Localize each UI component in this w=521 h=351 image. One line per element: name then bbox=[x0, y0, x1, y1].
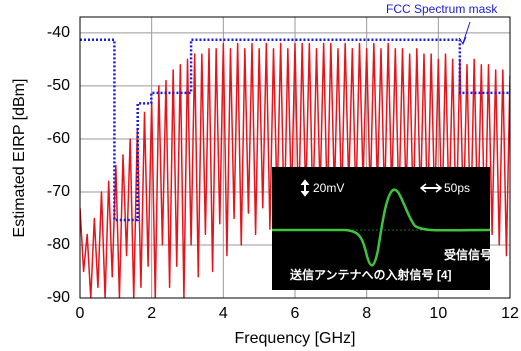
inset-label: 送信アンテナへの入射信号 [4] bbox=[289, 267, 452, 282]
y-tick-label: -50 bbox=[47, 77, 70, 94]
y-tick-label: -40 bbox=[47, 24, 70, 41]
x-tick-label: 4 bbox=[219, 305, 228, 322]
y-tick-label: -90 bbox=[47, 289, 70, 306]
x-tick-label: 0 bbox=[76, 305, 85, 322]
inset-label: 受信信号 bbox=[444, 247, 492, 262]
chart: Frequency [GHz] Estimated EIRP [dBm] FCC… bbox=[0, 0, 521, 351]
x-tick-label: 10 bbox=[429, 305, 447, 322]
y-tick-label: -60 bbox=[47, 130, 70, 147]
inset-label: 50ps bbox=[444, 181, 470, 195]
x-tick-label: 12 bbox=[501, 305, 519, 322]
inset: 20mV 50ps 受信信号 送信アンテナへの入射信号 [4] bbox=[272, 167, 492, 290]
y-tick-label: -70 bbox=[47, 183, 70, 200]
y-axis-title: Estimated EIRP [dBm] bbox=[11, 79, 28, 238]
x-tick-label: 6 bbox=[291, 305, 300, 322]
y-tick-label: -80 bbox=[47, 236, 70, 253]
annotation: FCC Spectrum mask bbox=[386, 2, 498, 16]
x-tick-label: 2 bbox=[147, 305, 156, 322]
x-tick-label: 8 bbox=[362, 305, 371, 322]
page: {"chart_data": { "type": "line", "xlabel… bbox=[0, 0, 521, 351]
x-axis-title: Frequency [GHz] bbox=[235, 330, 356, 347]
inset-label: 20mV bbox=[313, 181, 344, 195]
